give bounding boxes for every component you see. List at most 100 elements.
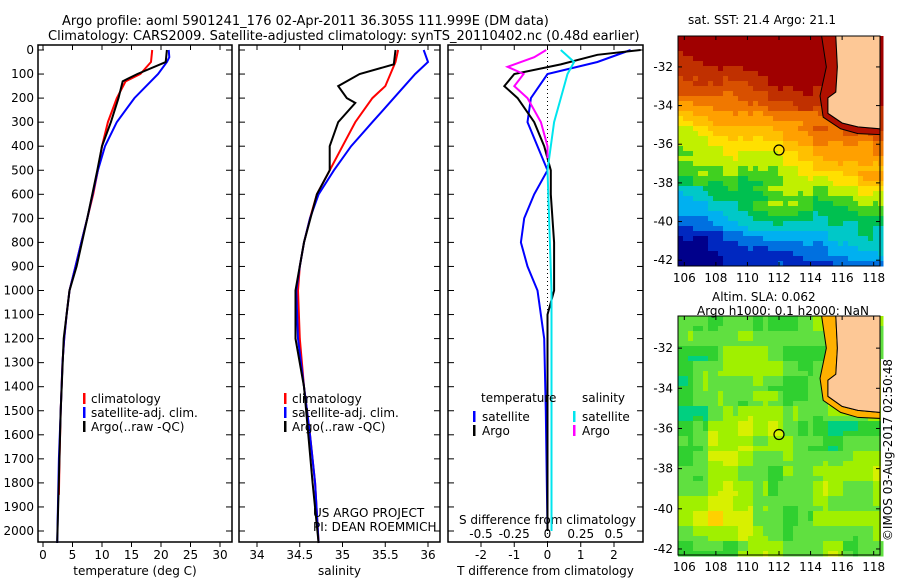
- map-cell: [818, 406, 824, 412]
- map-cell: [863, 516, 869, 522]
- legend-swatch: [284, 421, 287, 432]
- map-cell: [713, 161, 719, 167]
- s-tick-label: 0.25: [567, 527, 594, 541]
- map-cell: [733, 356, 739, 362]
- map-cell: [833, 411, 839, 417]
- map-cell: [708, 126, 714, 132]
- map-cell: [688, 351, 694, 357]
- legend-swatch: [473, 425, 476, 436]
- map-cell: [828, 506, 834, 512]
- map-cell: [738, 241, 744, 247]
- map-cell: [823, 406, 829, 412]
- map-x-tick-label: 110: [736, 560, 759, 574]
- map-cell: [698, 241, 704, 247]
- map-cell: [718, 386, 724, 392]
- map-cell: [743, 221, 749, 227]
- map-cell: [858, 461, 864, 467]
- map-cell: [793, 541, 799, 547]
- map-cell: [738, 131, 744, 137]
- map-cell: [868, 476, 874, 482]
- map-cell: [768, 181, 774, 187]
- map-cell: [788, 536, 794, 542]
- x-tick-label: -2: [475, 548, 487, 562]
- map-cell: [733, 506, 739, 512]
- map-cell: [698, 456, 704, 462]
- map-cell: [783, 376, 789, 382]
- map-cell: [763, 431, 769, 437]
- map-cell: [703, 111, 709, 117]
- map-cell: [838, 136, 844, 142]
- map-cell: [873, 176, 879, 182]
- map-cell: [753, 441, 759, 447]
- map-cell: [688, 201, 694, 207]
- map-cell: [803, 506, 809, 512]
- map-cell: [763, 131, 769, 137]
- map-cell: [878, 196, 884, 202]
- map-cell: [693, 461, 699, 467]
- map-cell: [708, 86, 714, 92]
- map-cell: [763, 536, 769, 542]
- map-cell: [678, 381, 684, 387]
- map-cell: [758, 221, 764, 227]
- map-cell: [753, 216, 759, 222]
- map-cell: [798, 51, 804, 57]
- map-cell: [793, 131, 799, 137]
- map-cell: [868, 526, 874, 532]
- map-cell: [708, 176, 714, 182]
- map-cell: [773, 431, 779, 437]
- map-cell: [758, 506, 764, 512]
- map-cell: [688, 156, 694, 162]
- map-cell: [733, 321, 739, 327]
- map-cell: [733, 436, 739, 442]
- map-cell: [703, 61, 709, 67]
- map-cell: [858, 246, 864, 252]
- map-cell: [783, 71, 789, 77]
- map-cell: [793, 181, 799, 187]
- map-cell: [733, 536, 739, 542]
- map-cell: [743, 451, 749, 457]
- map-cell: [798, 221, 804, 227]
- map-cell: [803, 511, 809, 517]
- map-cell: [858, 136, 864, 142]
- legend-label: satellite: [582, 410, 630, 424]
- map-cell: [743, 411, 749, 417]
- map-cell: [683, 46, 689, 52]
- map-cell: [703, 226, 709, 232]
- map-y-tick-label: -40: [653, 215, 673, 229]
- map-cell: [803, 211, 809, 217]
- map-cell: [698, 186, 704, 192]
- map-cell: [768, 156, 774, 162]
- map-cell: [738, 486, 744, 492]
- map-cell: [728, 381, 734, 387]
- map-cell: [843, 231, 849, 237]
- map-cell: [703, 421, 709, 427]
- map-cell: [763, 186, 769, 192]
- map-cell: [718, 231, 724, 237]
- map-cell: [703, 316, 709, 322]
- map-cell: [723, 356, 729, 362]
- map-cell: [738, 496, 744, 502]
- map-cell: [743, 61, 749, 67]
- map-cell: [698, 486, 704, 492]
- map-cell: [758, 536, 764, 542]
- map-cell: [818, 51, 824, 57]
- map-cell: [738, 136, 744, 142]
- map-cell: [758, 406, 764, 412]
- map-cell: [813, 91, 819, 97]
- map-cell: [758, 116, 764, 122]
- map-cell: [728, 541, 734, 547]
- map-cell: [818, 541, 824, 547]
- map-cell: [798, 71, 804, 77]
- map-cell: [863, 541, 869, 547]
- map-cell: [853, 541, 859, 547]
- map-cell: [708, 46, 714, 52]
- map-cell: [738, 261, 744, 267]
- map-cell: [818, 201, 824, 207]
- map-cell: [688, 231, 694, 237]
- map-cell: [723, 231, 729, 237]
- map-cell: [848, 176, 854, 182]
- map-cell: [708, 91, 714, 97]
- map-cell: [703, 396, 709, 402]
- map-cell: [683, 336, 689, 342]
- map-cell: [773, 536, 779, 542]
